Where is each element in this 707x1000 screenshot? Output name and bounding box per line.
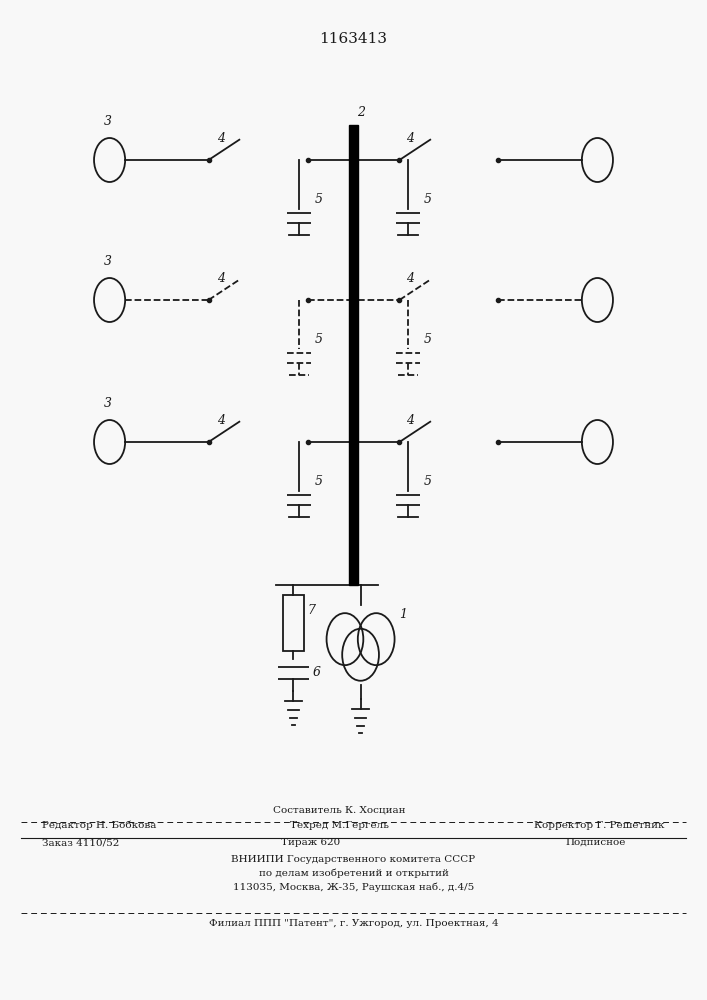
Text: 2: 2 — [357, 106, 365, 119]
Text: Подписное: Подписное — [566, 838, 626, 847]
Text: 5: 5 — [315, 333, 322, 346]
Text: 4: 4 — [217, 272, 225, 285]
Text: 4: 4 — [407, 414, 414, 427]
Bar — [349, 125, 358, 585]
Text: по делам изобретений и открытий: по делам изобретений и открытий — [259, 868, 448, 878]
Text: 3: 3 — [104, 115, 112, 128]
Text: 6: 6 — [312, 667, 320, 680]
Text: 1163413: 1163413 — [320, 32, 387, 46]
Text: ВНИИПИ Государственного комитета СССР: ВНИИПИ Государственного комитета СССР — [231, 855, 476, 864]
Text: Редактор Н. Бобкова: Редактор Н. Бобкова — [42, 820, 157, 830]
Text: 3: 3 — [104, 255, 112, 268]
Text: 113035, Москва, Ж-35, Раушская наб., д.4/5: 113035, Москва, Ж-35, Раушская наб., д.4… — [233, 882, 474, 892]
Text: Тираж 620: Тираж 620 — [281, 838, 341, 847]
Text: 1: 1 — [399, 608, 407, 621]
Text: Составитель К. Хосциан: Составитель К. Хосциан — [273, 805, 406, 814]
Text: 5: 5 — [423, 193, 431, 206]
Text: 4: 4 — [407, 132, 414, 145]
Text: 5: 5 — [315, 475, 322, 488]
Text: Корректор Г. Решетник: Корректор Г. Решетник — [534, 821, 665, 830]
Text: 5: 5 — [423, 333, 431, 346]
Text: Филиал ППП "Патент", г. Ужгород, ул. Проектная, 4: Филиал ППП "Патент", г. Ужгород, ул. Про… — [209, 919, 498, 928]
Text: Заказ 4110/52: Заказ 4110/52 — [42, 838, 119, 847]
Text: 4: 4 — [217, 132, 225, 145]
Text: 3: 3 — [104, 397, 112, 410]
Text: 7: 7 — [308, 604, 315, 616]
Text: 4: 4 — [217, 414, 225, 427]
Text: 4: 4 — [407, 272, 414, 285]
Text: 5: 5 — [423, 475, 431, 488]
Bar — [283, 595, 304, 651]
Text: Техред М.Гергель: Техред М.Гергель — [290, 821, 389, 830]
Text: 5: 5 — [315, 193, 322, 206]
